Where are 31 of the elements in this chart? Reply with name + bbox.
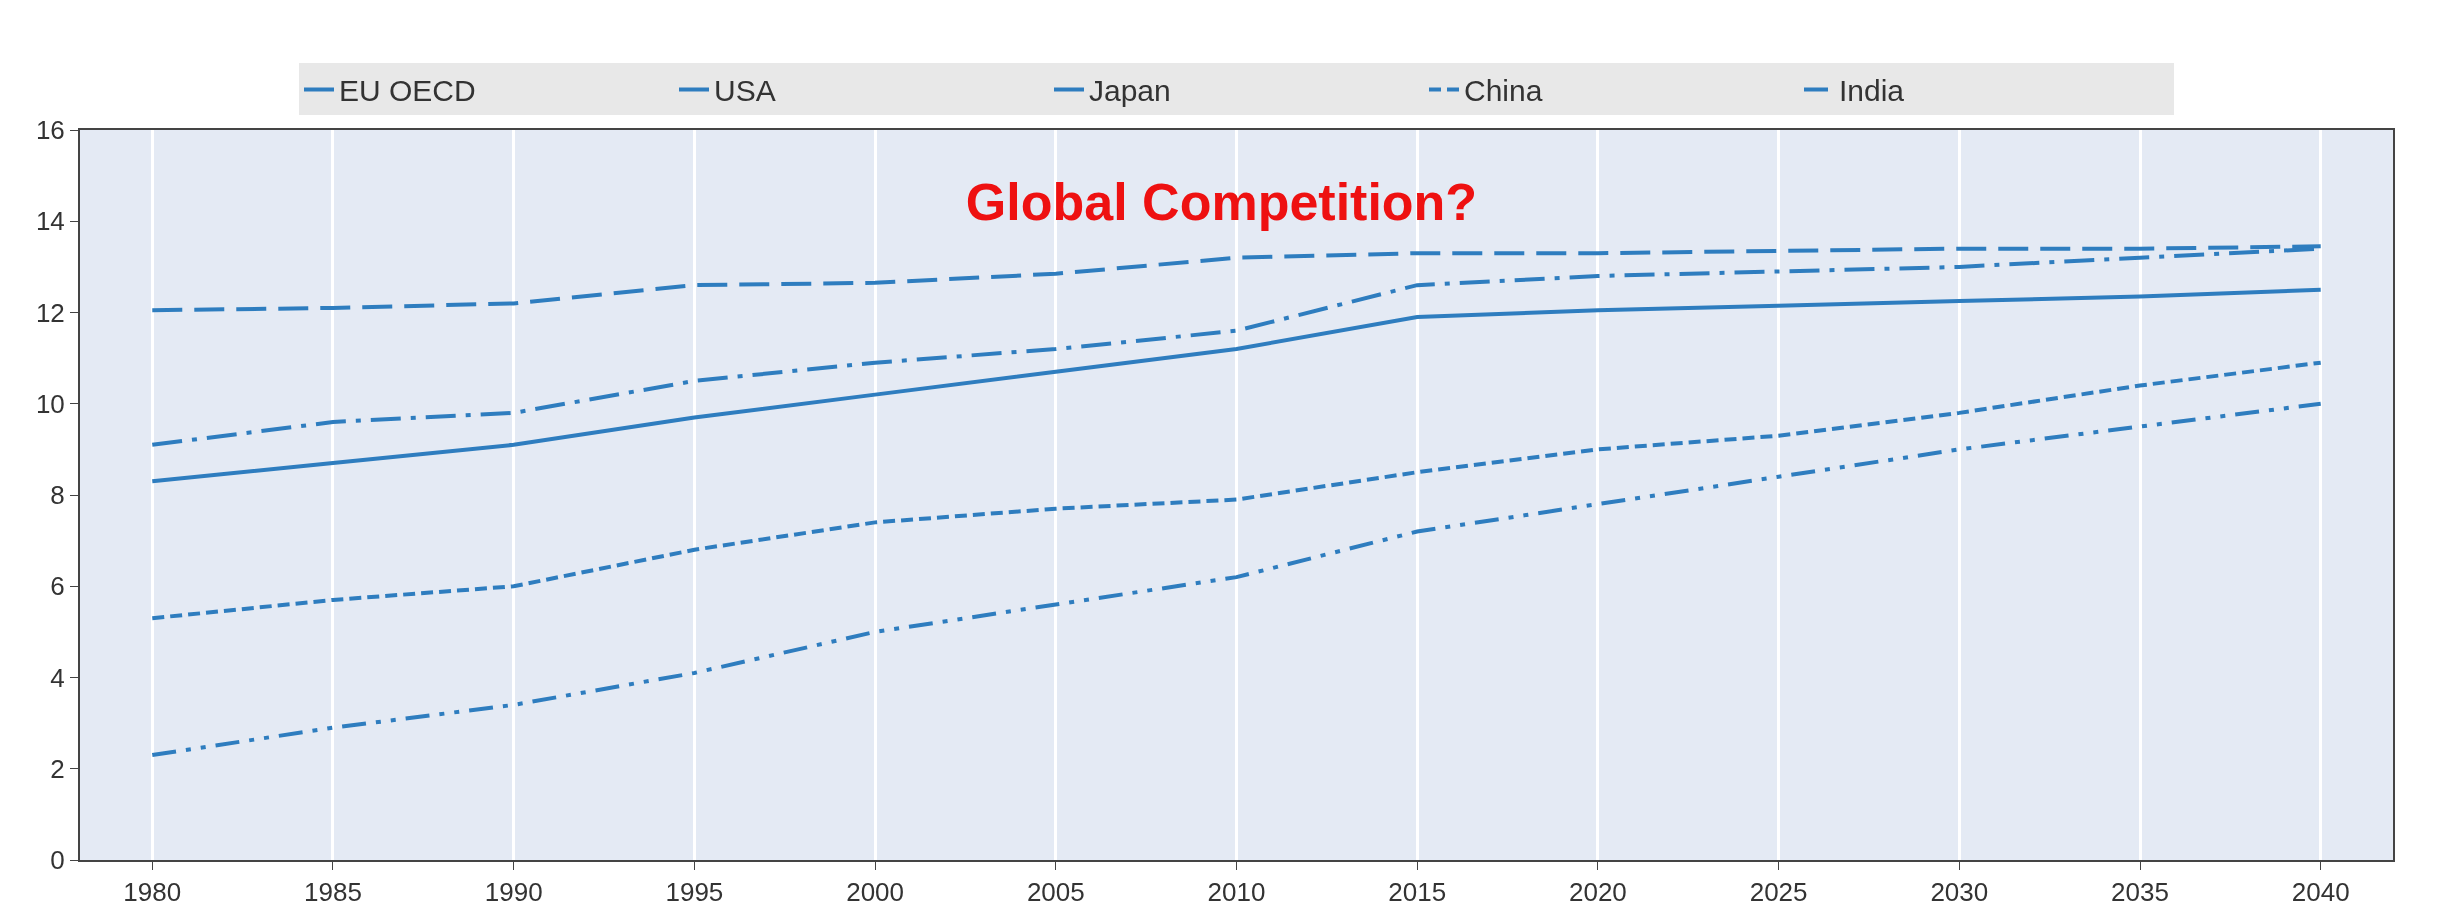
- legend-label: China: [1464, 74, 1543, 108]
- x-tick-label: 2005: [1026, 877, 1085, 908]
- legend-label: India: [1839, 74, 1905, 108]
- x-tick-label: 2035: [2111, 877, 2169, 908]
- x-tick-label: 2040: [2291, 877, 2350, 908]
- y-tick-label: 6: [50, 571, 65, 602]
- y-tick-label: 2: [50, 753, 65, 784]
- legend-label: EU OECD: [339, 74, 476, 108]
- x-tick-label: 1985: [304, 877, 362, 908]
- y-tick-label: 0: [50, 845, 65, 876]
- y-tick-label: 14: [35, 206, 65, 237]
- line-series: [150, 360, 2323, 621]
- x-tick-label: 1990: [484, 877, 543, 908]
- x-tick-label: 2000: [846, 877, 905, 908]
- x-tick-label: 2030: [1930, 877, 1989, 908]
- x-tick-label: 2010: [1207, 877, 1266, 908]
- x-tick-label: 1995: [665, 877, 724, 908]
- x-tick-label: 1980: [123, 877, 182, 908]
- x-tick-label: 2020: [1568, 877, 1627, 908]
- line-series: [150, 287, 2323, 484]
- x-tick-label: 2025: [1749, 877, 1808, 908]
- legend-label: Japan: [1089, 74, 1171, 108]
- y-tick-label: 8: [50, 480, 65, 511]
- x-tick-label: 2015: [1388, 877, 1447, 908]
- y-tick-label: 16: [35, 115, 65, 146]
- y-tick-label: 12: [35, 297, 65, 328]
- line-series: [150, 401, 2323, 758]
- text: Global Competition?: [965, 173, 1478, 232]
- y-tick-label: 4: [50, 662, 65, 693]
- y-tick-label: 10: [35, 388, 65, 419]
- legend-label: USA: [714, 74, 776, 108]
